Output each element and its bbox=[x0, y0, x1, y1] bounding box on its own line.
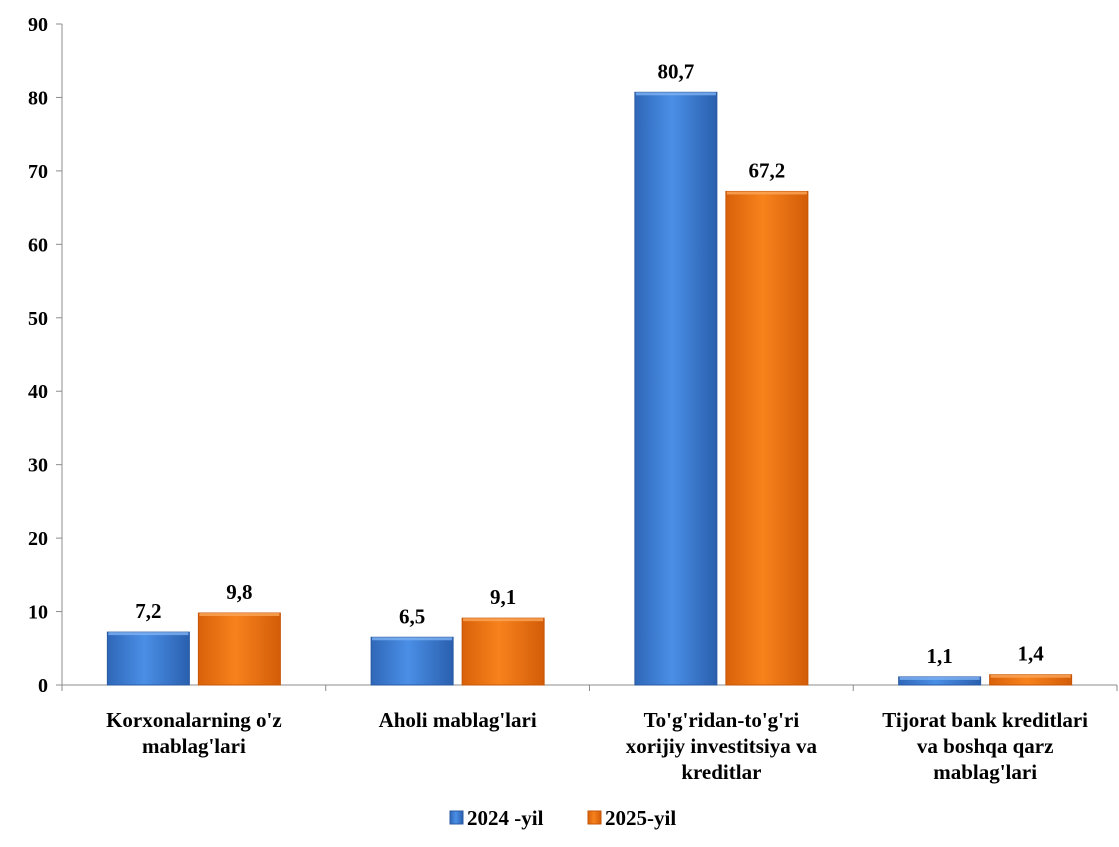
bar-top-highlight bbox=[372, 637, 453, 641]
bar-top-highlight bbox=[463, 618, 544, 622]
y-tick-label: 50 bbox=[28, 308, 48, 330]
x-category-label: mablag'lari bbox=[933, 760, 1037, 784]
bar-series-1 bbox=[370, 636, 454, 686]
data-label: 7,2 bbox=[135, 599, 161, 623]
x-category-label: Aholi mablag'lari bbox=[379, 708, 537, 732]
y-tick-label: 0 bbox=[38, 675, 48, 697]
x-category-label: kreditlar bbox=[681, 760, 761, 784]
bar-top-highlight bbox=[108, 632, 189, 636]
data-label: 9,1 bbox=[490, 585, 516, 609]
legend-label: 2025-yil bbox=[605, 806, 676, 830]
y-tick-label: 40 bbox=[28, 381, 48, 403]
bar-top-highlight bbox=[635, 92, 716, 96]
bar-top-highlight bbox=[726, 191, 807, 195]
x-category-label: To'g'ridan-to'g'ri bbox=[644, 708, 800, 732]
bar-series-2 bbox=[725, 190, 809, 686]
x-category-label: va boshqa qarz bbox=[917, 734, 1054, 758]
bar-top-highlight bbox=[990, 674, 1071, 678]
y-tick-label: 10 bbox=[28, 602, 48, 624]
y-tick-label: 60 bbox=[28, 234, 48, 256]
y-tick-label: 20 bbox=[28, 528, 48, 550]
bar-series-1 bbox=[106, 631, 190, 686]
data-label: 67,2 bbox=[749, 158, 786, 182]
bar-top-highlight bbox=[199, 613, 280, 617]
data-label: 1,4 bbox=[1018, 642, 1045, 666]
bar-series-1 bbox=[634, 91, 718, 686]
y-tick-label: 90 bbox=[28, 14, 48, 36]
x-category-label: Korxonalarning o'z bbox=[106, 708, 282, 732]
data-label: 1,1 bbox=[927, 644, 953, 668]
x-category-label: mablag'lari bbox=[142, 734, 246, 758]
legend-label: 2024 -yil bbox=[467, 806, 544, 830]
bar-series-2 bbox=[197, 612, 281, 686]
legend-swatch bbox=[449, 810, 464, 825]
legend-swatch bbox=[587, 810, 602, 825]
x-category-label: xorijiy investitsiya va bbox=[626, 734, 818, 758]
data-label: 80,7 bbox=[658, 59, 695, 83]
y-tick-label: 70 bbox=[28, 161, 48, 183]
bar-top-highlight bbox=[899, 676, 980, 680]
y-tick-label: 30 bbox=[28, 455, 48, 477]
data-label: 6,5 bbox=[399, 604, 425, 628]
y-tick-label: 80 bbox=[28, 87, 48, 109]
bar-series-2 bbox=[461, 617, 545, 686]
data-label: 9,8 bbox=[226, 580, 252, 604]
x-category-label: Tijorat bank kreditlari bbox=[882, 708, 1088, 732]
